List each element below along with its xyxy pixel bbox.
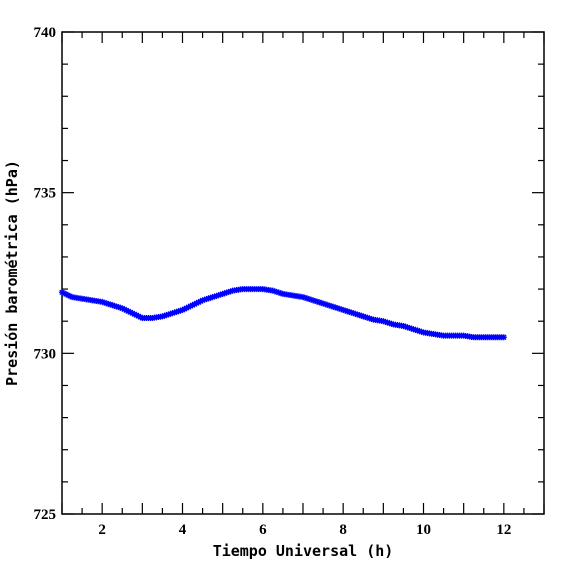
data-point	[500, 334, 507, 341]
data-point	[59, 289, 65, 296]
data-point-fill	[197, 298, 204, 305]
data-point-fill	[123, 307, 130, 314]
data-point-fill	[131, 311, 138, 318]
data-point-fill	[181, 305, 188, 312]
y-tick-label: 730	[34, 346, 57, 362]
y-tick-label: 740	[34, 25, 57, 41]
x-tick-label: 10	[416, 522, 431, 538]
x-tick-label: 8	[339, 522, 347, 538]
data-point-fill	[133, 312, 140, 319]
x-tick-label: 4	[179, 522, 187, 538]
data-point-fill	[187, 303, 194, 310]
plot-frame	[61, 31, 545, 515]
tick-labels: 2 4 6 8 10 12 725 730 735 740	[34, 25, 512, 538]
data-point-fill	[135, 313, 142, 320]
data-points	[59, 286, 507, 341]
data-point	[189, 302, 196, 309]
x-tick-label: 2	[98, 522, 106, 538]
x-tick-label: 6	[259, 522, 267, 538]
data-point-fill	[67, 293, 74, 300]
data-point-fill	[183, 305, 190, 312]
data-point-fill	[185, 304, 192, 311]
data-point	[119, 305, 126, 312]
data-point	[179, 306, 186, 313]
data-point-fill	[193, 300, 200, 307]
x-axis-title: Tiempo Universal (h)	[213, 542, 394, 560]
y-tick-label: 735	[34, 186, 57, 202]
data-point-fill	[121, 306, 128, 313]
data-point-fill	[61, 290, 68, 297]
data-point-fill	[137, 314, 144, 321]
y-tick-label: 725	[34, 507, 57, 523]
data-point-fill	[65, 292, 72, 299]
x-tick-label: 12	[496, 522, 511, 538]
data-point-fill	[127, 309, 134, 316]
data-point	[129, 310, 136, 317]
data-point-fill	[191, 301, 198, 308]
axis-ticks	[61, 31, 545, 515]
y-axis-title: Presión barométrica (hPa)	[3, 160, 21, 386]
data-point-fill	[63, 291, 70, 298]
data-point-fill	[195, 299, 202, 306]
data-point-fill	[125, 308, 132, 315]
